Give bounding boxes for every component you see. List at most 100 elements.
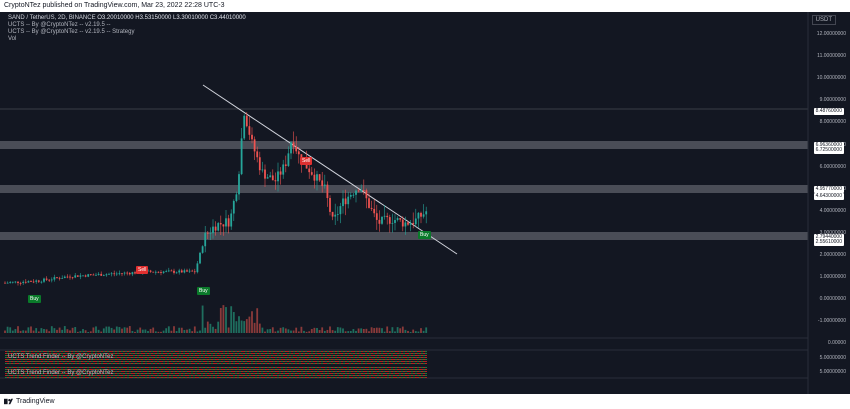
trend-cell <box>391 355 393 356</box>
trend-cell <box>261 367 263 368</box>
trend-cell <box>251 367 253 368</box>
trend-cell <box>293 361 295 362</box>
trend-cell <box>341 359 343 360</box>
trend-cell <box>55 357 57 358</box>
trend-cell <box>25 359 27 360</box>
trend-cell <box>55 355 57 356</box>
trend-cell <box>361 363 363 364</box>
trend-cell <box>125 351 127 352</box>
trend-cell <box>233 353 235 354</box>
trend-cell <box>397 377 399 378</box>
trend-cell <box>233 375 235 376</box>
trend-cell <box>91 377 93 378</box>
volume-bar <box>316 328 318 333</box>
trend-cell <box>341 351 343 352</box>
trend-cell <box>295 367 297 368</box>
trend-cell <box>117 375 119 376</box>
trend-cell <box>379 353 381 354</box>
trend-cell <box>215 369 217 370</box>
trend-cell <box>115 351 117 352</box>
trend-cell <box>123 359 125 360</box>
currency-badge[interactable]: USDT <box>811 15 836 25</box>
trend-cell <box>123 351 125 352</box>
candle-body <box>230 213 233 227</box>
trend-cell <box>373 369 375 370</box>
candle-body <box>394 220 396 223</box>
sell-signal-1: Sell <box>136 266 149 274</box>
trend-cell <box>125 377 127 378</box>
candle-body <box>329 198 331 212</box>
trend-cell <box>147 375 149 376</box>
chart-canvas[interactable] <box>0 12 850 394</box>
trend-cell <box>381 355 383 356</box>
trend-cell <box>335 377 337 378</box>
trend-cell <box>341 373 343 374</box>
trend-cell <box>213 355 215 356</box>
trend-cell <box>203 355 205 356</box>
trend-cell <box>257 353 259 354</box>
trend-cell <box>161 353 163 354</box>
trend-cell <box>321 361 323 362</box>
trend-cell <box>71 353 73 354</box>
trend-cell <box>201 353 203 354</box>
trend-cell <box>135 353 137 354</box>
trend-cell <box>171 351 173 352</box>
trend-cell <box>369 359 371 360</box>
trend-cell <box>81 357 83 358</box>
trend-cell <box>13 377 15 378</box>
trend-cell <box>265 359 267 360</box>
trend-cell <box>259 363 261 364</box>
trend-cell <box>221 353 223 354</box>
volume-bar <box>373 328 376 333</box>
trend-cell <box>309 357 311 358</box>
trend-cell <box>69 357 71 358</box>
trend-cell <box>261 355 263 356</box>
trend-cell <box>219 353 221 354</box>
candle-body <box>71 277 74 279</box>
trend-cell <box>59 367 61 368</box>
trend-cell <box>377 363 379 364</box>
trend-cell <box>171 353 173 354</box>
chart-area[interactable]: 12.00000000 11.00000000 10.00000000 9.00000… <box>0 12 850 400</box>
trend-cell <box>25 355 27 356</box>
trend-cell <box>249 353 251 354</box>
trend-cell <box>237 373 239 374</box>
descending-trendline[interactable] <box>202 84 458 255</box>
trend-cell <box>341 371 343 372</box>
trend-cell <box>17 359 19 360</box>
candle-body <box>245 115 248 127</box>
trend-cell <box>107 355 109 356</box>
volume-bar <box>326 329 329 333</box>
trend-cell <box>361 357 363 358</box>
trend-cell <box>127 361 129 362</box>
trend-cell <box>241 375 243 376</box>
trend-cell <box>273 363 275 364</box>
candle-body <box>186 270 188 272</box>
symbol-label[interactable]: SAND / TetherUS, 2D, BINANCE <box>8 15 96 21</box>
indicator-label-2[interactable]: UCTS -- By @CryptoNTez -- v2.19.5 -- Str… <box>8 29 135 35</box>
trend-cell <box>81 361 83 362</box>
trend-cell <box>109 355 111 356</box>
trend-cell <box>153 369 155 370</box>
trend-cell <box>105 377 107 378</box>
trend-cell <box>341 353 343 354</box>
indicator-label-1[interactable]: UCTS -- By @CryptoNTez -- v2.19.5 -- <box>8 22 111 28</box>
trend-cell <box>379 369 381 370</box>
trend-cell <box>323 353 325 354</box>
volume-bar <box>399 328 402 333</box>
trend-cell <box>401 355 403 356</box>
indicator-label-3[interactable]: Vol <box>8 36 17 42</box>
trend-cell <box>145 357 147 358</box>
volume-bar <box>35 328 38 333</box>
trend-cell <box>217 361 219 362</box>
trend-cell <box>361 373 363 374</box>
trend-cell <box>69 355 71 356</box>
trend-cell <box>353 363 355 364</box>
trend-cell <box>355 367 357 368</box>
trend-cell <box>419 369 421 370</box>
trend-cell <box>189 377 191 378</box>
trend-cell <box>377 351 379 352</box>
trend-cell <box>141 371 143 372</box>
trend-cell <box>403 375 405 376</box>
trend-cell <box>405 371 407 372</box>
